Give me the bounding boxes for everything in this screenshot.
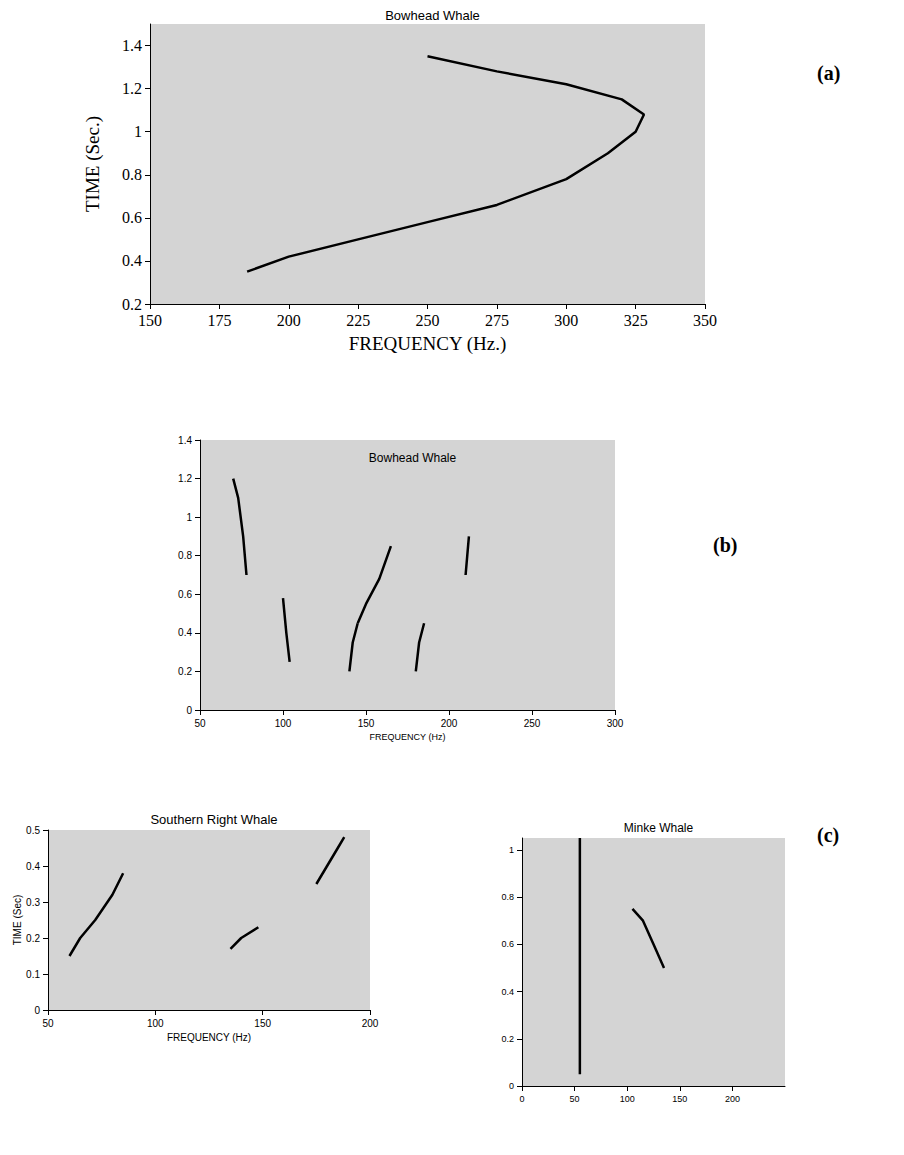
svg-text:250: 250 [524, 718, 541, 729]
svg-text:FREQUENCY (Hz.): FREQUENCY (Hz.) [349, 333, 507, 355]
svg-text:150: 150 [672, 1094, 687, 1104]
svg-text:50: 50 [42, 1018, 54, 1029]
svg-text:0: 0 [34, 1005, 40, 1016]
svg-text:350: 350 [693, 312, 717, 329]
svg-text:150: 150 [138, 312, 162, 329]
svg-text:0: 0 [509, 1081, 514, 1091]
svg-text:1.4: 1.4 [178, 435, 192, 446]
svg-text:0.1: 0.1 [26, 969, 40, 980]
svg-text:325: 325 [624, 312, 648, 329]
svg-text:Bowhead Whale: Bowhead Whale [369, 451, 457, 465]
svg-text:200: 200 [441, 718, 458, 729]
svg-text:150: 150 [358, 718, 375, 729]
svg-text:100: 100 [275, 718, 292, 729]
svg-text:0.5: 0.5 [26, 825, 40, 836]
svg-text:Southern Right Whale: Southern Right Whale [150, 812, 277, 827]
svg-text:0.6: 0.6 [501, 939, 514, 949]
svg-text:1: 1 [509, 845, 514, 855]
svg-text:0.8: 0.8 [122, 166, 142, 183]
svg-text:50: 50 [194, 718, 206, 729]
svg-text:0.6: 0.6 [122, 209, 142, 226]
svg-text:275: 275 [485, 312, 509, 329]
svg-text:(c): (c) [817, 824, 839, 847]
svg-text:1.2: 1.2 [178, 473, 192, 484]
svg-text:0.8: 0.8 [178, 550, 192, 561]
svg-text:0: 0 [186, 705, 192, 716]
svg-text:0.2: 0.2 [178, 666, 192, 677]
svg-text:Bowhead Whale: Bowhead Whale [385, 8, 480, 23]
svg-text:FREQUENCY (Hz): FREQUENCY (Hz) [167, 1032, 251, 1043]
svg-text:100: 100 [147, 1018, 164, 1029]
svg-text:0.4: 0.4 [501, 987, 514, 997]
svg-text:1: 1 [186, 512, 192, 523]
svg-text:1.4: 1.4 [122, 37, 142, 54]
svg-text:175: 175 [207, 312, 231, 329]
svg-text:1: 1 [134, 123, 142, 140]
svg-text:0: 0 [519, 1094, 524, 1104]
svg-text:150: 150 [254, 1018, 271, 1029]
svg-text:225: 225 [346, 312, 370, 329]
svg-text:0.4: 0.4 [26, 861, 40, 872]
svg-text:250: 250 [416, 312, 440, 329]
svg-text:Minke Whale: Minke Whale [624, 821, 694, 835]
svg-text:0.4: 0.4 [122, 252, 142, 269]
svg-text:100: 100 [620, 1094, 635, 1104]
svg-text:300: 300 [554, 312, 578, 329]
svg-text:(b): (b) [713, 534, 737, 557]
svg-text:TIME (Sec.): TIME (Sec.) [82, 116, 104, 212]
svg-text:(a): (a) [817, 62, 840, 85]
svg-text:200: 200 [725, 1094, 740, 1104]
svg-text:200: 200 [362, 1018, 379, 1029]
svg-text:0.2: 0.2 [501, 1034, 514, 1044]
svg-text:TIME (Sec): TIME (Sec) [12, 895, 23, 946]
svg-text:0.6: 0.6 [178, 589, 192, 600]
svg-text:200: 200 [277, 312, 301, 329]
svg-text:300: 300 [607, 718, 624, 729]
svg-text:0.8: 0.8 [501, 892, 514, 902]
svg-text:0.2: 0.2 [26, 933, 40, 944]
svg-text:50: 50 [570, 1094, 580, 1104]
svg-text:1.2: 1.2 [122, 80, 142, 97]
svg-text:FREQUENCY (Hz): FREQUENCY (Hz) [370, 732, 446, 742]
svg-text:0.3: 0.3 [26, 897, 40, 908]
svg-text:0.4: 0.4 [178, 627, 192, 638]
svg-text:0.2: 0.2 [122, 296, 142, 313]
